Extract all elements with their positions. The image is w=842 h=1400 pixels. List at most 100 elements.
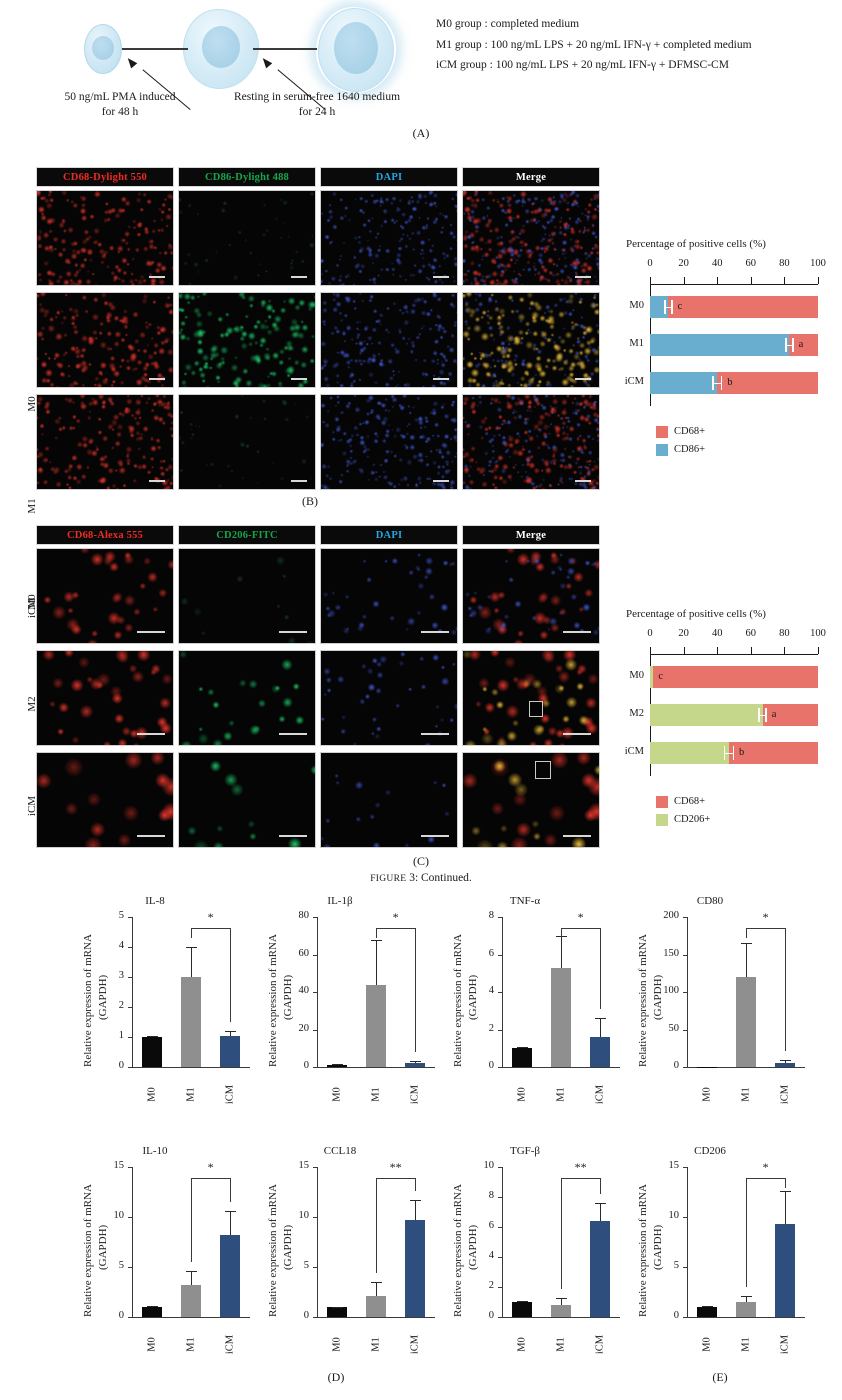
y-tick-label: 6: [488, 1220, 494, 1231]
y-axis-label-line1: Relative expression of mRNA: [637, 1184, 649, 1317]
y-tick-label: 100: [663, 985, 679, 996]
panel-letter-c: (C): [413, 854, 429, 868]
micrograph-b-m0-cd86: [178, 190, 316, 286]
group-icm-definition: iCM group : 100 ng/mL LPS + 20 ng/mL IFN…: [436, 59, 729, 71]
column-header-merge-b: Merge: [462, 167, 600, 187]
x-axis: [650, 654, 818, 656]
x-tick-label: 60: [745, 258, 757, 269]
error-bar-m0: [701, 1306, 713, 1308]
plot-area: 0 5 10 15 M0 M1 iCM *: [114, 1160, 250, 1354]
x-tick-label-m1: M1: [185, 1337, 197, 1352]
x-tick-label: 40: [711, 258, 723, 269]
y-tick: [128, 1317, 132, 1319]
x-tick-label-m1: M1: [740, 1337, 752, 1352]
caption-resting-step: Resting in serum-free 1640 medium for 24…: [212, 90, 422, 120]
column-header-merge-c: Merge: [462, 525, 600, 545]
stacked-bar-m1-marker: [650, 334, 790, 356]
qpcr-chart-ccl18: CCL18 Relative expression of mRNA (GAPDH) 0…: [255, 1145, 435, 1375]
x-tick: [750, 277, 752, 284]
x-axis: [317, 1317, 435, 1319]
y-tick-label: 5: [303, 1260, 309, 1271]
x-axis: [687, 1067, 805, 1069]
caption-resting-line1: Resting in serum-free 1640 medium: [233, 91, 401, 103]
y-tick-label: 0: [118, 1310, 124, 1321]
y-tick-label: 150: [663, 947, 679, 959]
y-tick: [498, 1257, 502, 1259]
significance-marker: *: [762, 909, 769, 924]
error-bar-m1: [741, 943, 752, 977]
panel-a-schematic: 50 ng/mL PMA induced for 48 h Resting in…: [0, 0, 842, 145]
bar-icm: [220, 1235, 241, 1317]
y-tick: [683, 1067, 687, 1069]
y-axis-label-line1: Relative expression of mRNA: [82, 1184, 94, 1317]
y-tick: [498, 917, 502, 919]
y-axis-label-line2: (GAPDH): [467, 974, 479, 1020]
bar-m1: [366, 1296, 386, 1317]
stacked-bar-m0-marker: [650, 666, 654, 688]
bar-category-label: iCM: [624, 746, 644, 757]
y-tick-label: 0: [303, 1060, 309, 1071]
x-tick-label: 0: [647, 628, 653, 639]
significance-bracket: [502, 917, 620, 1067]
y-tick-label: 40: [298, 985, 310, 996]
chart-title: IL-1β: [327, 895, 353, 907]
bar-category-label: iCM: [624, 376, 644, 387]
error-bar-m0: [331, 1064, 343, 1066]
error-bar-icm: [595, 1018, 607, 1037]
error-bar: [758, 708, 767, 722]
significance-bracket: [502, 1167, 620, 1317]
error-bar: [723, 746, 734, 760]
y-tick: [498, 954, 502, 956]
bar-icm: [590, 1221, 611, 1317]
group-definitions: M0 group : completed medium M1 group : 1…: [436, 14, 752, 76]
panel-letter-a: (A): [412, 126, 430, 140]
x-axis: [132, 1317, 250, 1319]
panel-letter-d: (D): [327, 1370, 345, 1384]
y-tick-label: 6: [488, 947, 494, 959]
y-tick: [313, 1067, 317, 1069]
significance-bracket: [132, 917, 250, 1067]
micrograph-b-icm-cd68: [36, 394, 174, 490]
x-tick-label-m0: M0: [701, 1337, 713, 1352]
y-tick-label: 4: [488, 985, 494, 996]
y-axis-label-line2: (GAPDH): [467, 1224, 479, 1270]
legend-label-cd86: CD86+: [674, 444, 706, 455]
micrograph-b-icm-merge: [462, 394, 600, 490]
y-tick: [128, 1007, 132, 1009]
x-tick-label-icm: iCM: [779, 1334, 791, 1355]
y-tick-label: 15: [113, 1160, 125, 1171]
x-tick: [717, 277, 719, 284]
chart-title: TGF-β: [509, 1145, 541, 1157]
y-tick: [683, 1317, 687, 1319]
significance-letter: b: [739, 747, 745, 758]
stacked-bar-m0-total: [650, 296, 818, 318]
y-axis: [687, 1167, 689, 1317]
cell-macrophage-resting-icon: [180, 6, 262, 92]
micrograph-c-icm-cd68: [36, 752, 174, 848]
bar-category-label: M2: [629, 708, 644, 719]
micrograph-c-icm-dapi: [320, 752, 458, 848]
y-tick-label: 20: [298, 1022, 310, 1034]
bar-icm: [775, 1224, 796, 1317]
y-axis: [317, 1167, 319, 1317]
y-tick-label: 0: [673, 1310, 679, 1321]
panel-c-chart: Percentage of positive cells (%) 0 20 40 60…: [608, 608, 838, 853]
x-tick-label-icm: iCM: [409, 1084, 421, 1105]
chart-title: IL-8: [145, 895, 165, 907]
y-tick: [128, 1037, 132, 1039]
bar-m1: [551, 967, 571, 1067]
plot-area: 0 20 40 60 80 M0 M1 iCM *: [299, 910, 435, 1104]
y-axis-label-line2: (GAPDH): [282, 974, 294, 1020]
stacked-bar-icm-marker: [650, 372, 718, 394]
micrograph-c-m2-dapi: [320, 650, 458, 746]
x-axis: [132, 1067, 250, 1069]
y-tick-label: 80: [298, 910, 310, 921]
cell-monocyte-icon: [80, 22, 126, 76]
x-tick-label-icm: iCM: [594, 1084, 606, 1105]
error-bar: [712, 376, 723, 390]
x-tick-label-m0: M0: [516, 1087, 528, 1102]
figure-caption-text: Continued.: [421, 872, 472, 884]
figure-caption-number: 3:: [409, 872, 419, 884]
micrograph-c-m0-cd68: [36, 548, 174, 644]
significance-marker: *: [392, 909, 399, 924]
